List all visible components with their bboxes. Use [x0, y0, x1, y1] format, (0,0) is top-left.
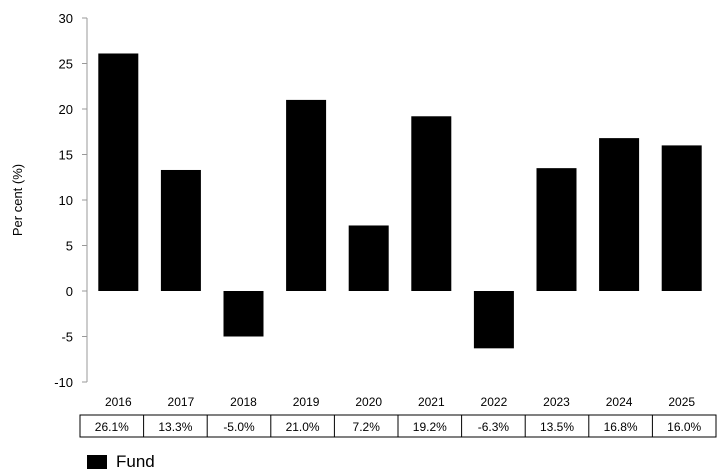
bars: [98, 53, 702, 349]
x-tick-label: 2019: [293, 395, 320, 409]
x-tick-label: 2025: [668, 395, 695, 409]
bar-2023: [536, 168, 577, 291]
bar-2017: [160, 169, 201, 291]
x-axis-tick-labels: 2016 2017 2018 2019 2020 2021 2022 2023 2024 2025: [105, 395, 695, 409]
value-table-cell: 26.1%: [95, 420, 129, 434]
y-tick-label: -5: [61, 330, 73, 345]
legend-label-fund: Fund: [116, 452, 155, 471]
bar-2021: [411, 116, 452, 291]
y-axis-ticks: -10 -5 0 5 10 15 20 25 30: [54, 11, 87, 390]
x-tick-label: 2021: [418, 395, 445, 409]
y-axis-label: Per cent (%): [10, 164, 25, 236]
value-table-cell: 13.5%: [540, 420, 574, 434]
legend-swatch: [87, 455, 107, 469]
x-tick-label: 2024: [606, 395, 633, 409]
value-table-cell: -5.0%: [223, 420, 255, 434]
y-tick-label: 20: [59, 102, 73, 117]
bar-2019: [286, 99, 327, 292]
bar-2018: [223, 291, 264, 337]
x-tick-label: 2017: [168, 395, 195, 409]
y-tick-label: 15: [59, 148, 73, 163]
x-tick-label: 2022: [481, 395, 508, 409]
value-table-cell: 13.3%: [158, 420, 192, 434]
value-table-cell: 19.2%: [413, 420, 447, 434]
legend: Fund: [87, 452, 155, 472]
y-tick-label: -10: [54, 375, 73, 390]
y-tick-label: 25: [59, 57, 73, 72]
x-tick-label: 2023: [543, 395, 570, 409]
bar-2016: [98, 53, 139, 291]
value-table-cell: 16.8%: [604, 420, 638, 434]
value-table: 26.1% 13.3% -5.0% 21.0% 7.2% 19.2% -6.3% 13.5% 1…: [79, 414, 717, 438]
bar-2022: [473, 291, 514, 349]
y-tick-label: 30: [59, 11, 73, 26]
bar-2020: [348, 225, 389, 291]
value-table-cell: -6.3%: [478, 420, 510, 434]
value-table-cell: 21.0%: [286, 420, 320, 434]
y-tick-label: 10: [59, 193, 73, 208]
bar-2024: [599, 138, 640, 291]
value-table-cell: 7.2%: [353, 420, 381, 434]
x-tick-label: 2018: [230, 395, 257, 409]
y-tick-label: 5: [66, 239, 73, 254]
x-tick-label: 2020: [355, 395, 382, 409]
y-tick-label: 0: [66, 284, 73, 299]
x-tick-label: 2016: [105, 395, 132, 409]
value-table-cell: 16.0%: [667, 420, 701, 434]
bar-2025: [661, 145, 702, 291]
